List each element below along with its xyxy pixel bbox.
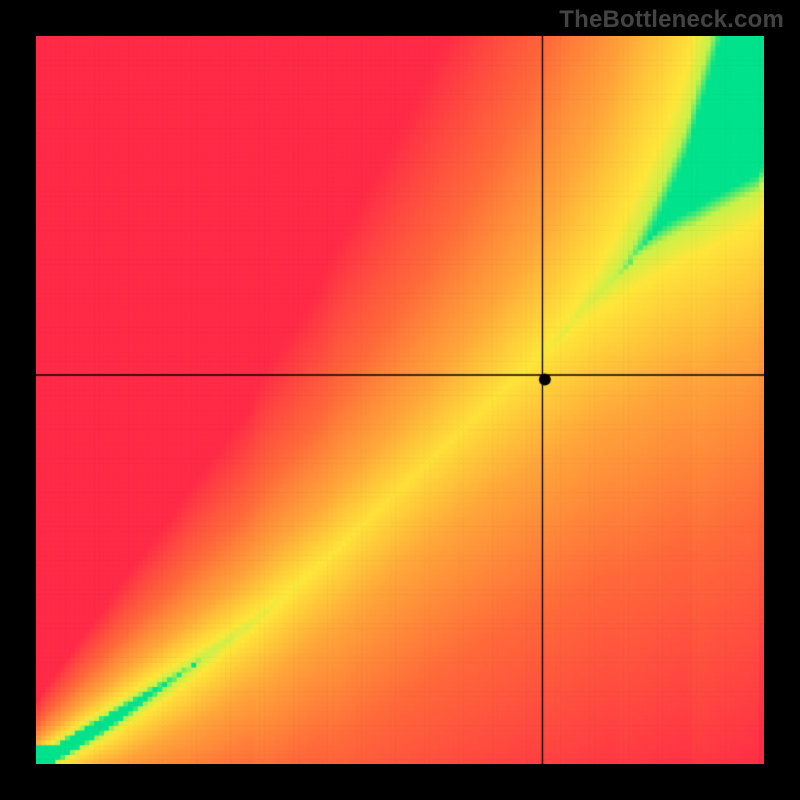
bottleneck-heatmap: [36, 36, 764, 764]
watermark-text: TheBottleneck.com: [559, 6, 784, 34]
chart-container: TheBottleneck.com: [0, 0, 800, 800]
